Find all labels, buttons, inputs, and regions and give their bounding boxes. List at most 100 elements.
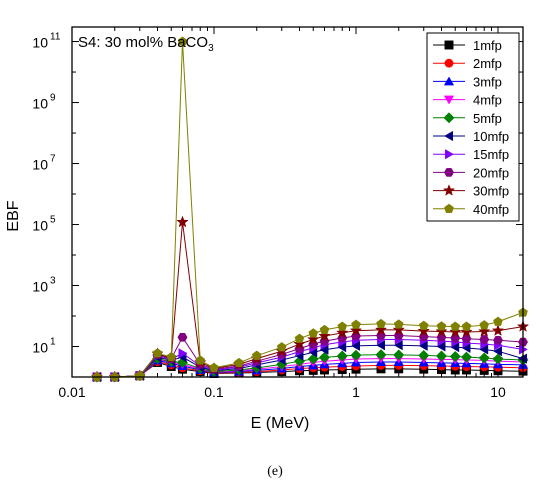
data-point <box>449 350 461 363</box>
data-point <box>418 349 430 361</box>
data-point <box>308 328 319 338</box>
data-point <box>195 355 206 365</box>
data-point <box>460 325 473 338</box>
y-tick-exponent: 11 <box>50 32 61 43</box>
legend-marker <box>445 149 454 160</box>
data-point <box>251 350 262 360</box>
data-point <box>336 326 349 339</box>
data-point <box>234 357 244 368</box>
legend-label: 5mfp <box>473 111 502 126</box>
data-point <box>177 333 188 342</box>
data-point <box>351 340 360 351</box>
legend-box <box>426 32 520 222</box>
legend: 1mfp 2mfp 3mfp 4mfp 5mfp 10mfp 15mfp 20mfp 30mfp… <box>426 32 520 222</box>
x-tick-label: 10 <box>490 384 506 400</box>
data-point <box>209 362 219 372</box>
legend-marker <box>444 58 454 68</box>
legend-marker <box>444 203 454 213</box>
y-tick-label: 10 <box>32 218 48 234</box>
legend-marker <box>444 168 454 177</box>
y-tick-label: 10 <box>32 279 48 295</box>
data-point <box>350 349 362 361</box>
data-point <box>418 320 429 330</box>
data-point <box>417 324 430 337</box>
legend-marker <box>443 95 455 105</box>
legend-marker <box>444 40 454 50</box>
y-axis-label: EBF <box>5 200 22 231</box>
data-point <box>177 36 188 46</box>
data-point <box>337 321 348 331</box>
data-point <box>436 321 447 331</box>
data-point <box>393 349 405 361</box>
legend-label: 3mfp <box>473 74 502 89</box>
data-point <box>376 340 385 351</box>
x-tick-label: 0.01 <box>58 384 85 400</box>
data-point <box>374 323 388 336</box>
figure-caption: (e) <box>267 464 283 479</box>
legend-marker <box>443 76 455 86</box>
data-point <box>166 351 177 362</box>
legend-marker <box>442 184 456 196</box>
data-point <box>479 320 490 330</box>
data-point <box>178 348 188 359</box>
data-point <box>336 350 348 362</box>
chart-title: S4: 30 mol% BaCO3 <box>78 34 214 54</box>
data-point <box>436 341 446 352</box>
data-point <box>450 321 461 331</box>
y-tick-exponent: 7 <box>50 154 56 165</box>
data-point <box>436 333 447 342</box>
data-point <box>318 329 331 342</box>
y-tick-label: 10 <box>32 96 48 112</box>
y-tick-label: 10 <box>32 35 48 51</box>
legend-label: 2mfp <box>473 56 502 71</box>
data-point <box>351 319 361 329</box>
legend-label: 1mfp <box>473 38 502 53</box>
data-point <box>479 335 490 344</box>
legend-label: 20mfp <box>473 165 509 180</box>
data-point <box>276 342 287 352</box>
data-point <box>176 215 189 228</box>
data-point <box>491 324 505 336</box>
series-40mfp <box>92 36 528 382</box>
data-point <box>393 340 403 351</box>
data-point <box>449 325 462 338</box>
x-tick-label: 1 <box>352 384 360 400</box>
y-tick-label: 10 <box>32 157 48 173</box>
data-point <box>493 335 503 345</box>
legend-label: 40mfp <box>473 202 509 217</box>
data-point <box>418 340 428 351</box>
x-axis-label: E (MeV) <box>251 415 310 432</box>
legend-label: 4mfp <box>473 93 502 108</box>
data-point <box>460 351 473 363</box>
data-point <box>493 316 503 326</box>
plot-series <box>90 36 530 383</box>
data-point <box>152 348 163 358</box>
data-point <box>318 351 331 363</box>
y-tick-exponent: 3 <box>50 276 56 287</box>
data-point <box>478 325 491 337</box>
data-point <box>493 346 502 357</box>
plot-frame <box>71 26 524 378</box>
legend-marker <box>443 112 455 124</box>
data-point <box>450 333 461 343</box>
y-tick-exponent: 9 <box>50 93 56 104</box>
data-point <box>492 353 504 365</box>
data-point <box>393 319 404 329</box>
data-point <box>293 337 306 350</box>
legend-label: 30mfp <box>473 184 509 199</box>
data-point <box>375 349 387 361</box>
data-point <box>376 318 386 329</box>
x-tick-label: 0.1 <box>204 384 224 400</box>
data-point <box>478 352 490 364</box>
data-point <box>435 325 448 337</box>
data-point <box>349 324 363 336</box>
legend-marker <box>444 130 453 142</box>
legend-label: 15mfp <box>473 147 509 162</box>
data-point <box>307 332 320 345</box>
data-point <box>435 350 448 362</box>
data-point <box>319 324 330 335</box>
data-point <box>461 321 472 331</box>
y-tick-exponent: 1 <box>50 337 56 348</box>
